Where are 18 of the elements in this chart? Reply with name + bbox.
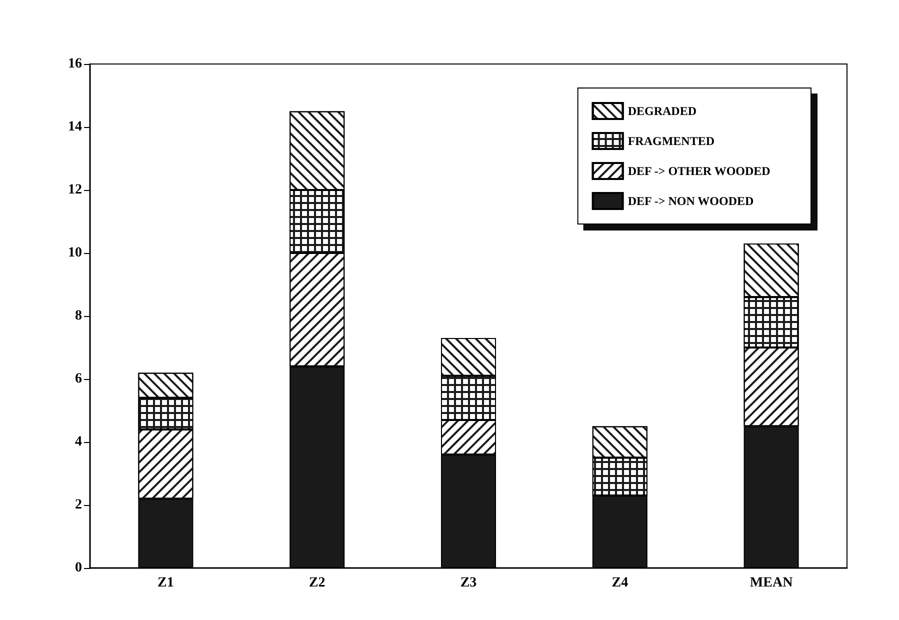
y-tick-label: 4 — [75, 434, 82, 450]
y-tick-label: 14 — [68, 120, 82, 134]
y-tick-label: 6 — [75, 372, 82, 386]
x-tick-label: Z4 — [612, 576, 628, 590]
x-tick-label: Z1 — [158, 576, 174, 590]
y-tick-label: 2 — [75, 498, 82, 512]
legend-label: DEGRADED — [628, 104, 697, 118]
y-tick-label: 12 — [68, 182, 82, 198]
legend-label: DEF -> NON WOODED — [628, 194, 754, 208]
y-tick-label: 16 — [68, 56, 82, 72]
x-tick-label: MEAN — [750, 576, 793, 590]
y-tick-label: 10 — [68, 246, 82, 260]
legend-label: DEF -> OTHER WOODED — [628, 164, 771, 178]
y-tick-label: 8 — [75, 308, 82, 324]
legend-label: FRAGMENTED — [628, 134, 715, 148]
x-tick-label: Z3 — [460, 576, 477, 590]
y-tick-label: 0 — [75, 560, 82, 576]
x-tick-label: Z2 — [308, 576, 326, 590]
